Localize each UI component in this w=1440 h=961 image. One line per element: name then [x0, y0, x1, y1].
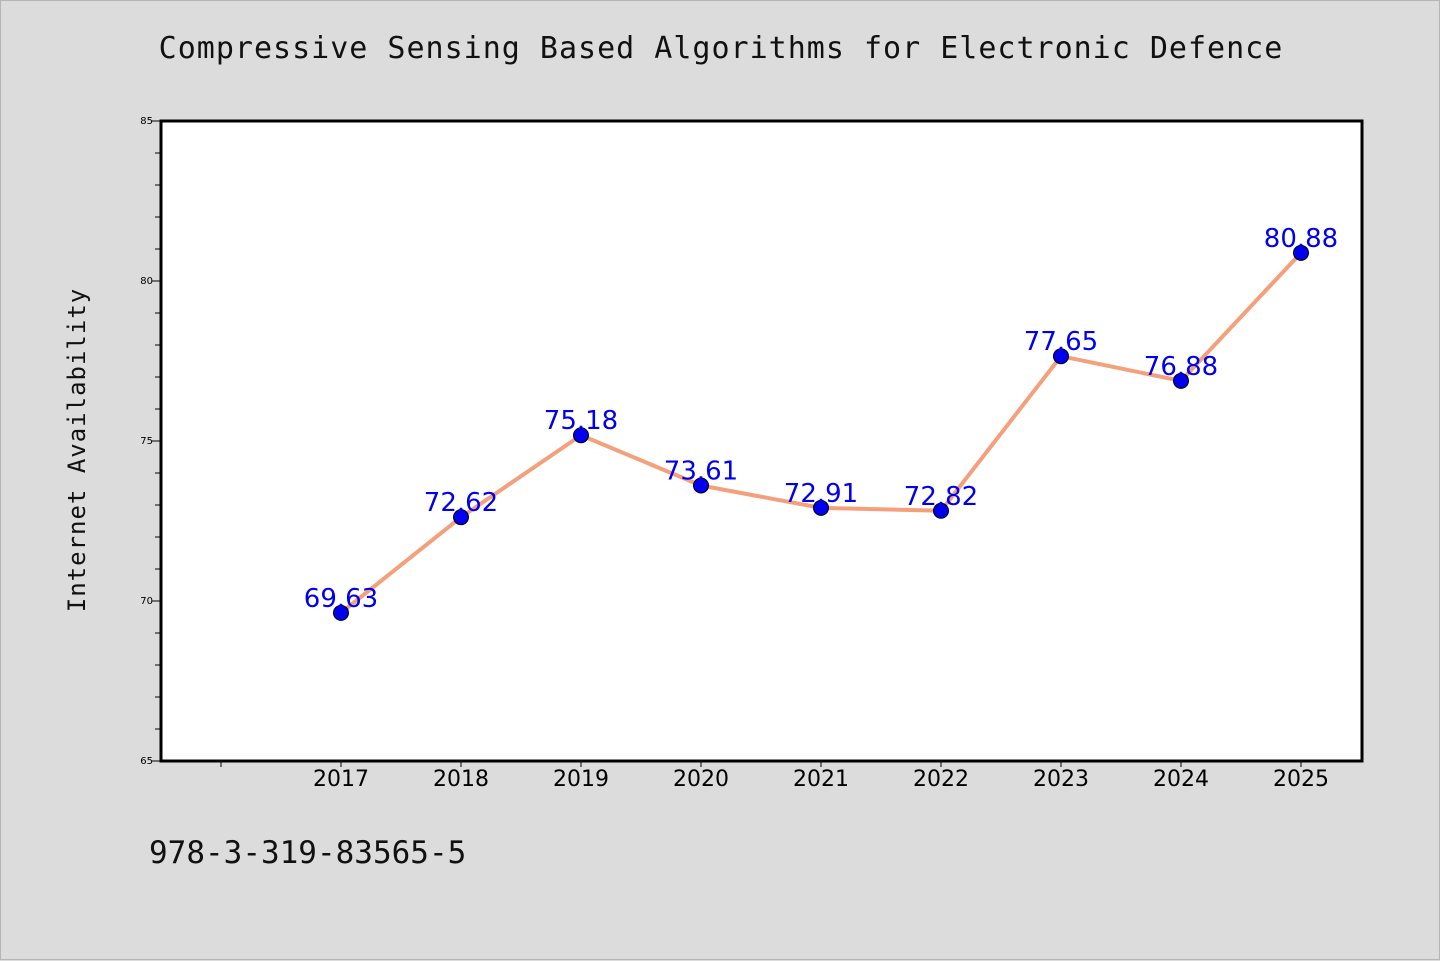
- data-point: [693, 477, 709, 494]
- x-tick-label: 2021: [793, 767, 849, 792]
- data-point: [933, 502, 949, 519]
- x-tick-label: 2024: [1153, 767, 1209, 792]
- chart-title: Compressive Sensing Based Algorithms for…: [158, 31, 1284, 66]
- x-tick-label: 2025: [1273, 767, 1329, 792]
- data-point: [573, 427, 589, 444]
- x-tick-label: 2023: [1033, 767, 1089, 792]
- data-points: [333, 244, 1309, 621]
- x-tick-label: 2019: [553, 767, 609, 792]
- data-label: 76.88: [1144, 352, 1218, 382]
- data-label: 72.62: [424, 488, 498, 518]
- data-label: 72.82: [904, 482, 978, 512]
- data-label: 77.65: [1024, 327, 1098, 357]
- plot-area: [161, 121, 1362, 761]
- x-tick-label: 2017: [313, 767, 369, 792]
- data-labels: 69.63 72.62 75.18 73.61 72.91 72.82 77.65 76.88…: [304, 224, 1338, 614]
- isbn-footer: 978-3-319-83565-5: [149, 835, 467, 871]
- y-tick-label: 85: [140, 116, 153, 127]
- x-tick-label: 2018: [433, 767, 489, 792]
- y-tick-label: 75: [140, 436, 153, 447]
- data-point: [1173, 372, 1189, 389]
- x-tick-label: 2020: [673, 767, 729, 792]
- data-point: [1293, 244, 1309, 261]
- data-point: [333, 604, 349, 621]
- x-tick-label: 2022: [913, 767, 969, 792]
- data-label: 73.61: [664, 456, 738, 486]
- data-label: 72.91: [784, 479, 858, 509]
- data-label: 69.63: [304, 584, 378, 614]
- data-point: [813, 499, 829, 516]
- data-point: [1053, 348, 1069, 365]
- y-tick-label: 65: [140, 756, 153, 767]
- data-point: [453, 509, 469, 526]
- axis-ticks: 65 70 75 80 85 2017 2018 2019 2020 2021 2022 2023 20…: [140, 116, 1329, 792]
- y-tick-label: 80: [140, 276, 153, 287]
- plot-border: [159, 119, 1364, 763]
- data-label: 75.18: [544, 406, 618, 436]
- y-tick-label: 70: [140, 596, 153, 607]
- data-label: 80.88: [1264, 224, 1338, 254]
